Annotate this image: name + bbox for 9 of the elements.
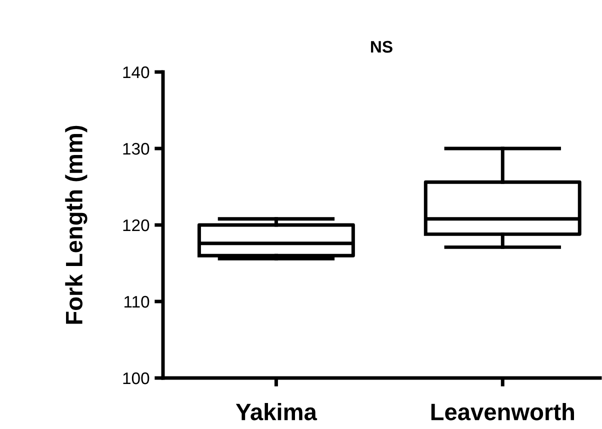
chart-title: NS [371, 40, 392, 53]
y-tick-label: 120 [123, 219, 150, 232]
y-axis-title: Fork Length (mm) [65, 126, 88, 324]
y-tick-label: 140 [123, 66, 150, 78]
x-tick-label: Yakima [236, 403, 318, 420]
y-tick-label: 100 [123, 372, 150, 384]
y-tick-label: 130 [123, 142, 150, 155]
x-tick-label: Leavenworth [431, 403, 574, 420]
y-tick-label: 110 [124, 296, 150, 308]
